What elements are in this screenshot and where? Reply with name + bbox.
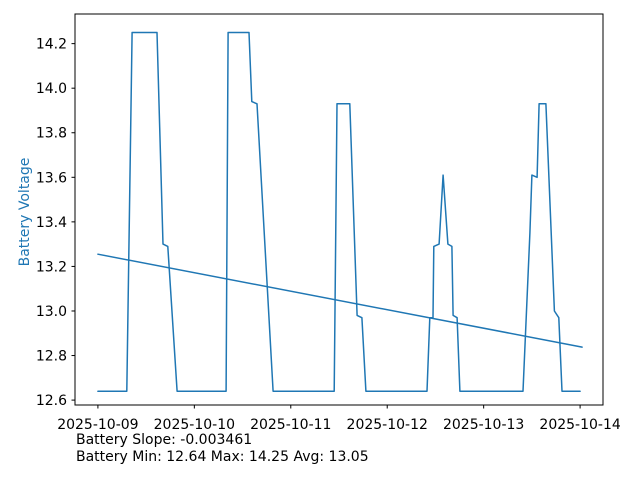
y-tick-label: 13.4 <box>36 215 67 231</box>
stats-slope-text: Battery Slope: -0.003461 <box>76 432 252 448</box>
y-tick-label: 13.8 <box>36 126 67 142</box>
x-axis-ticks: 2025-10-09 2025-10-10 2025-10-11 2025-10-12… <box>57 405 621 433</box>
x-tick-label: 2025-10-11 <box>250 417 331 433</box>
x-tick-label: 2025-10-13 <box>443 417 524 433</box>
y-axis-label: Battery Voltage <box>17 158 33 267</box>
plot-border <box>74 13 604 406</box>
y-tick-label: 13.2 <box>36 259 67 275</box>
x-tick-label: 2025-10-10 <box>154 417 235 433</box>
y-tick-label: 12.6 <box>36 393 67 409</box>
y-axis-ticks: 12.6 12.8 13.0 13.2 13.4 13.6 13.8 14.0 14.2 <box>36 37 75 409</box>
trend-line <box>97 253 583 348</box>
y-tick-label: 13.6 <box>36 170 67 186</box>
plot-area: 12.6 12.8 13.0 13.2 13.4 13.6 13.8 14.0 14.2 2025… <box>36 13 621 433</box>
y-tick-label: 13.0 <box>36 304 67 320</box>
stats-minmax-text: Battery Min: 12.64 Max: 14.25 Avg: 13.05 <box>76 449 369 465</box>
voltage-series-line <box>97 31 581 392</box>
x-tick-label: 2025-10-14 <box>539 417 620 433</box>
y-tick-label: 14.2 <box>36 37 67 53</box>
x-tick-label: 2025-10-12 <box>347 417 428 433</box>
y-tick-label: 12.8 <box>36 349 67 365</box>
x-tick-label: 2025-10-09 <box>57 417 138 433</box>
y-tick-label: 14.0 <box>36 81 67 97</box>
